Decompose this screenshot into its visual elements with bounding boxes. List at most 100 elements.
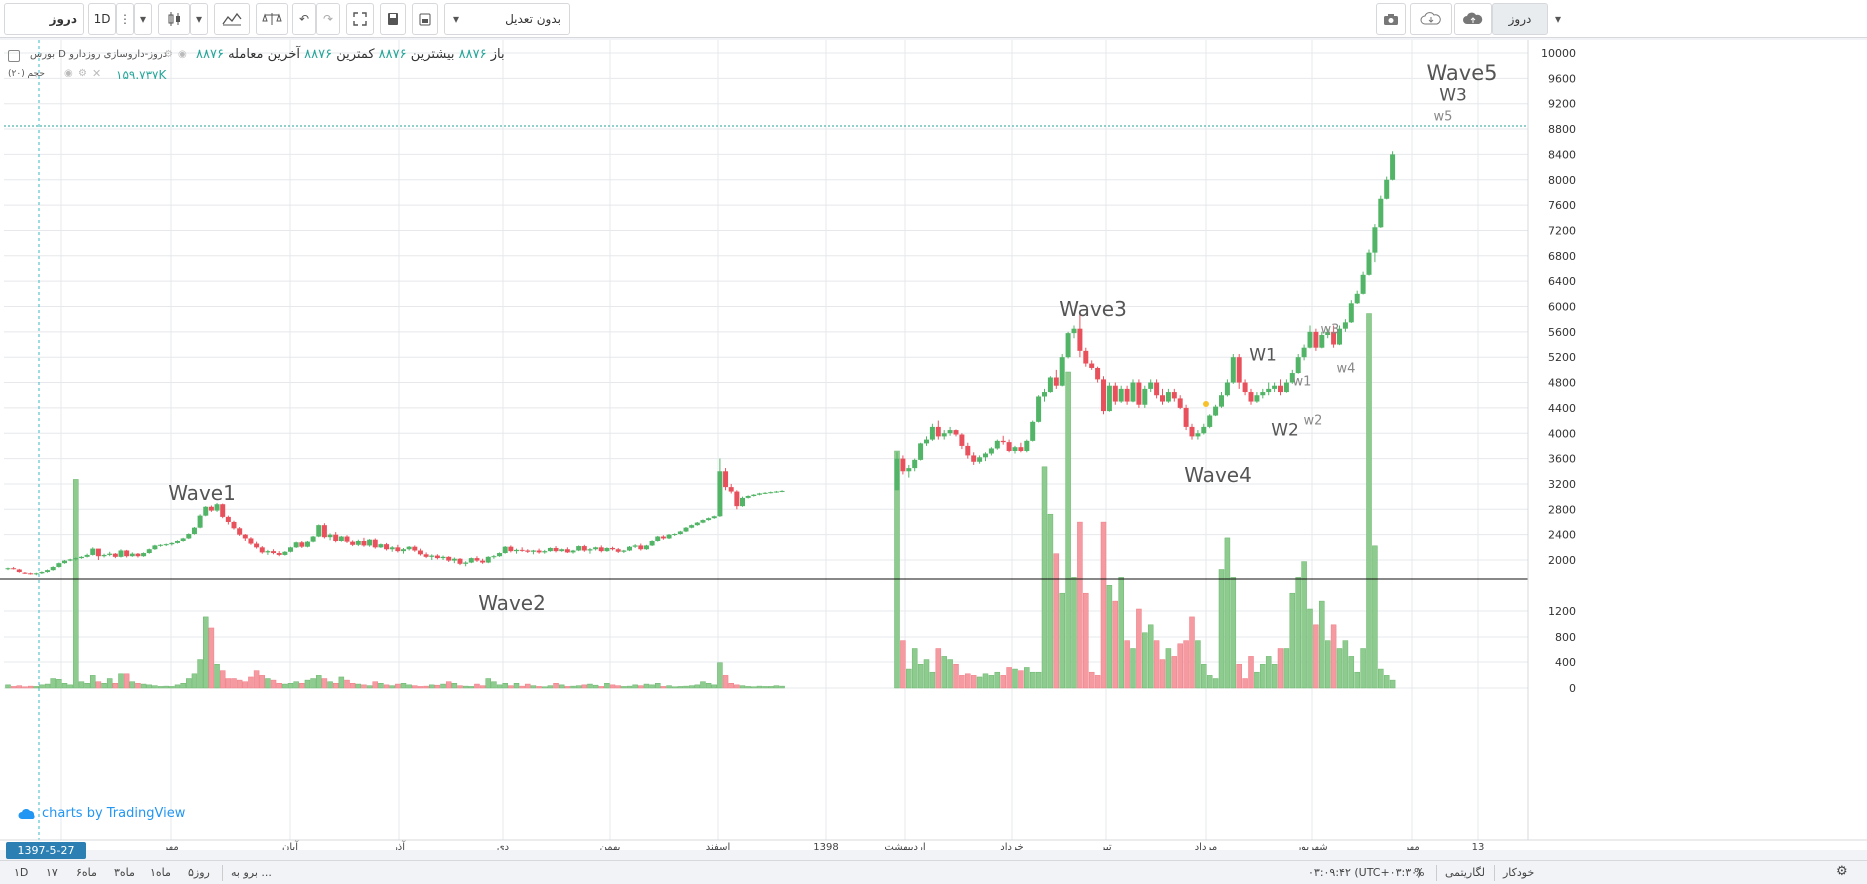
candle-body <box>1024 440 1030 451</box>
legend-collapse-icon[interactable] <box>8 50 20 62</box>
legend-high-label: بیشترین <box>410 47 455 62</box>
candle-body <box>321 525 327 538</box>
wave-label: w1 <box>1293 374 1312 389</box>
volume-bar <box>773 685 780 689</box>
volume-bar <box>1165 648 1172 689</box>
auto-scale-toggle[interactable]: خودکار <box>1494 865 1534 881</box>
template-icon[interactable] <box>412 3 438 35</box>
legend-volume-eye-icon[interactable]: ◉ <box>64 68 73 79</box>
chart-area[interactable]: 88761717 1000096009200880084008000760072… <box>0 40 1867 850</box>
indicators-icon[interactable] <box>214 3 250 35</box>
fullscreen-icon[interactable] <box>346 3 374 35</box>
legend-high-value: ۸۸۷۶ <box>378 47 407 62</box>
undo-icon[interactable]: ↶ <box>292 3 316 35</box>
wave-label: Wave2 <box>478 591 546 615</box>
candle-body <box>1272 385 1278 389</box>
candle-body <box>1077 328 1083 351</box>
adjust-select[interactable]: ▾ بدون تعدیل <box>444 3 570 35</box>
candle-body <box>1372 227 1378 253</box>
price-tick-label: 8800 <box>1548 123 1576 136</box>
chart-style-dropdown-icon[interactable]: ▾ <box>190 3 208 35</box>
volume-bar <box>965 673 971 689</box>
volume-bar <box>570 685 576 689</box>
candle-body <box>564 549 570 553</box>
range-3m-button[interactable]: ۳ماه <box>114 866 135 879</box>
volume-tick-label: 800 <box>1555 631 1576 644</box>
volume-bar <box>1389 679 1396 689</box>
candle-body <box>756 493 762 495</box>
volume-bar <box>1224 537 1231 689</box>
tab-menu-icon[interactable]: ▾ <box>1550 3 1566 35</box>
volume-bar <box>106 678 113 689</box>
candle-body <box>384 544 390 550</box>
compare-icon[interactable] <box>256 3 288 35</box>
price-axis-bg <box>1528 40 1867 850</box>
candle-body <box>1183 407 1189 427</box>
interval-dropdown-icon[interactable]: ▾ <box>134 3 152 35</box>
volume-bar <box>462 685 469 689</box>
volume-bar <box>982 673 989 689</box>
candle-body <box>282 551 288 555</box>
candle-body <box>1101 379 1106 412</box>
volume-bar <box>316 675 322 689</box>
symbol-search-input[interactable]: دروز <box>4 3 84 35</box>
volume-bar <box>259 675 265 689</box>
candle-body <box>514 549 519 552</box>
goto-date-button[interactable]: برو به ... <box>222 865 272 881</box>
volume-bar <box>994 671 1001 689</box>
candle-body <box>1124 388 1130 402</box>
price-tick-label: 2800 <box>1548 503 1576 516</box>
time-tick-label: آذر <box>392 840 406 850</box>
candle-body <box>983 453 988 458</box>
symbol-text: دروز <box>49 12 77 26</box>
legend-low-label: کمترین <box>336 47 375 62</box>
legend-volume-close-icon[interactable]: ✕ <box>92 67 102 80</box>
redo-icon[interactable]: ↷ <box>316 3 340 35</box>
cloud-download-icon[interactable] <box>1410 3 1452 35</box>
cloud-upload-icon[interactable] <box>1454 3 1492 35</box>
candle-style-icon[interactable] <box>158 3 190 35</box>
range-1y-button[interactable]: ۱۷ <box>46 866 58 879</box>
volume-bar <box>1018 670 1024 689</box>
volume-bar <box>163 685 169 689</box>
wave-label: Wave1 <box>168 481 236 505</box>
settings-gear-icon[interactable]: ⚙ <box>1836 864 1848 879</box>
interval-button[interactable]: 1D <box>88 3 116 35</box>
camera-icon[interactable] <box>1376 3 1406 35</box>
candle-body <box>73 558 79 560</box>
candle-body <box>191 527 197 535</box>
volume-bar <box>722 675 729 689</box>
candle-body <box>1319 335 1325 348</box>
tab-chart[interactable]: دروز <box>1492 3 1548 35</box>
range-5d-button[interactable]: ۵روز <box>188 866 210 879</box>
candle-body <box>643 545 649 550</box>
legend-settings-icon[interactable]: ⚙ <box>164 49 173 60</box>
candle-body <box>638 545 644 550</box>
candle-body <box>1213 406 1219 416</box>
candle-body <box>1248 392 1254 402</box>
chart-svg[interactable]: 88761717 1000096009200880084008000760072… <box>0 40 1867 850</box>
volume-bar <box>598 686 604 689</box>
range-6m-button[interactable]: ۶ماه <box>76 866 97 879</box>
candle-body <box>248 538 254 544</box>
candle-body <box>485 556 491 563</box>
top-toolbar: دروز 1D ⋮ ▾ ▾ ↶ ↷ ▾ بدون تعدیل <box>0 0 1867 38</box>
legend-volume-settings-icon[interactable]: ⚙ <box>78 68 87 79</box>
range-1m-button[interactable]: ۱ماه <box>150 866 171 879</box>
log-scale-toggle[interactable]: لگاریتمی <box>1436 865 1485 881</box>
time-tick-label: شهریور <box>1295 842 1327 850</box>
more-options-icon[interactable]: ⋮ <box>116 3 134 35</box>
tradingview-watermark[interactable]: charts by TradingView <box>18 806 185 821</box>
legend-eye-icon[interactable]: ◉ <box>178 49 187 60</box>
price-tick-label: 5600 <box>1548 326 1576 339</box>
volume-bar <box>688 685 695 689</box>
volume-bar <box>1012 668 1018 689</box>
percent-toggle[interactable]: % <box>1414 866 1425 879</box>
range-5y-button[interactable]: ۱D <box>14 866 29 879</box>
candle-body <box>259 547 265 553</box>
volume-bar <box>344 679 350 689</box>
volume-bar <box>203 616 209 689</box>
candle-body <box>1278 385 1283 393</box>
save-icon[interactable] <box>380 3 406 35</box>
volume-bar <box>61 683 68 689</box>
